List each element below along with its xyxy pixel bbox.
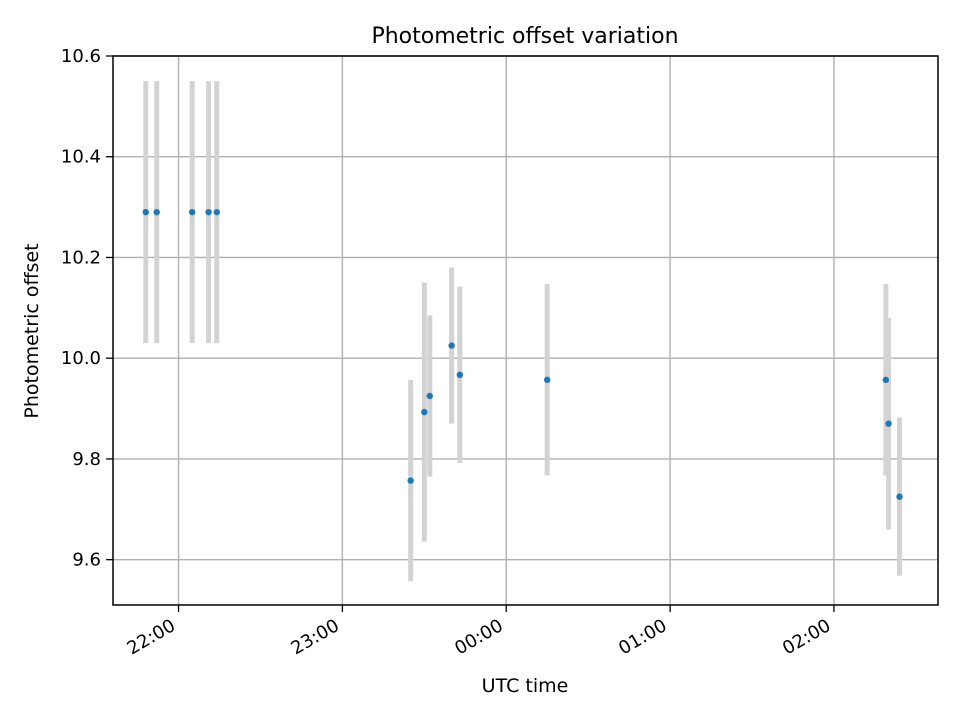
data-point — [426, 392, 433, 400]
data-point — [456, 371, 464, 379]
x-tick-label: 22:00 — [124, 615, 179, 659]
tick-layer: 22:00 23:00 00:00 01:00 02:00 9.6 9.8 10.0 10.2 1… — [61, 46, 835, 659]
data-point — [882, 376, 890, 384]
plot-frame — [112, 55, 939, 606]
data-point — [544, 376, 551, 384]
data-point — [885, 420, 892, 427]
data-point — [407, 477, 414, 484]
data-point — [896, 493, 903, 500]
x-tick-label: 23:00 — [287, 615, 342, 659]
x-tick-label: 01:00 — [615, 615, 670, 659]
data-point — [205, 208, 212, 216]
y-tick-label: 10.0 — [61, 348, 101, 369]
y-tick-label: 9.8 — [72, 449, 101, 470]
x-axis-label: UTC time — [482, 675, 569, 697]
y-tick-label: 10.6 — [61, 46, 101, 67]
y-axis-label: Photometric offset — [21, 243, 43, 418]
data-point — [153, 208, 160, 216]
data-point — [142, 208, 149, 216]
data-point — [421, 408, 428, 416]
data-point — [188, 208, 196, 216]
x-tick-label: 02:00 — [779, 615, 834, 659]
data-point — [448, 342, 455, 349]
point-layer — [142, 208, 903, 500]
y-tick-label: 10.2 — [61, 247, 101, 268]
x-tick-label: 00:00 — [451, 615, 506, 659]
grid-layer — [113, 55, 938, 605]
y-tick-label: 9.6 — [72, 550, 101, 571]
data-point — [213, 208, 220, 216]
chart-title: Photometric offset variation — [371, 24, 678, 49]
y-tick-label: 10.4 — [61, 147, 101, 168]
